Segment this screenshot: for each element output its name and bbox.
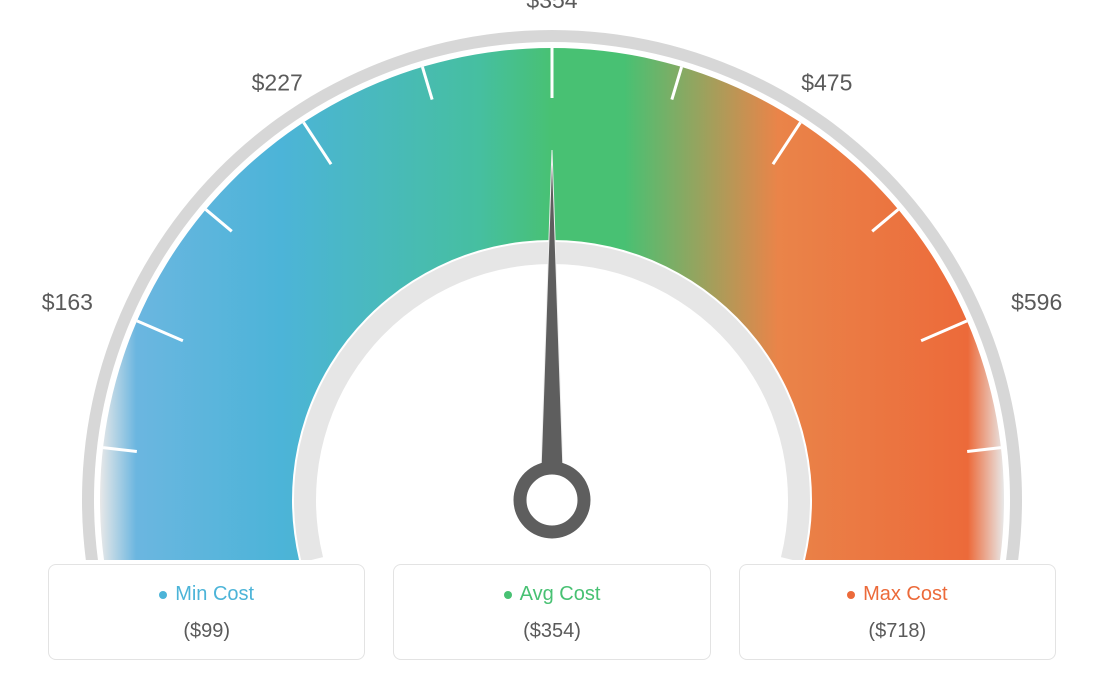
legend-label: Avg Cost (520, 583, 601, 606)
legend-value: ($718) (750, 620, 1045, 643)
gauge-tick-label: $596 (1011, 289, 1062, 315)
gauge-needle-hub (520, 468, 584, 532)
legend-label: Min Cost (175, 583, 254, 606)
dot-icon (159, 591, 167, 599)
legend-title-avg: Avg Cost (504, 583, 601, 606)
legend-value: ($354) (404, 620, 699, 643)
gauge-svg: $99$163$227$354$475$596$718 (0, 0, 1104, 560)
legend-title-min: Min Cost (159, 583, 254, 606)
gauge-area: $99$163$227$354$475$596$718 (0, 0, 1104, 560)
gauge-tick-label: $475 (801, 69, 852, 95)
legend-title-max: Max Cost (847, 583, 947, 606)
legend-card-max: Max Cost ($718) (739, 564, 1056, 660)
legend-card-avg: Avg Cost ($354) (393, 564, 710, 660)
gauge-tick-label: $354 (526, 0, 577, 13)
legend-row: Min Cost ($99) Avg Cost ($354) Max Cost … (48, 564, 1056, 660)
dot-icon (847, 591, 855, 599)
dot-icon (504, 591, 512, 599)
legend-card-min: Min Cost ($99) (48, 564, 365, 660)
legend-label: Max Cost (863, 583, 947, 606)
legend-value: ($99) (59, 620, 354, 643)
gauge-tick-label: $163 (42, 289, 93, 315)
gauge-tick-label: $227 (252, 69, 303, 95)
cost-gauge-chart: { "gauge": { "type": "gauge", "center_x"… (0, 0, 1104, 690)
